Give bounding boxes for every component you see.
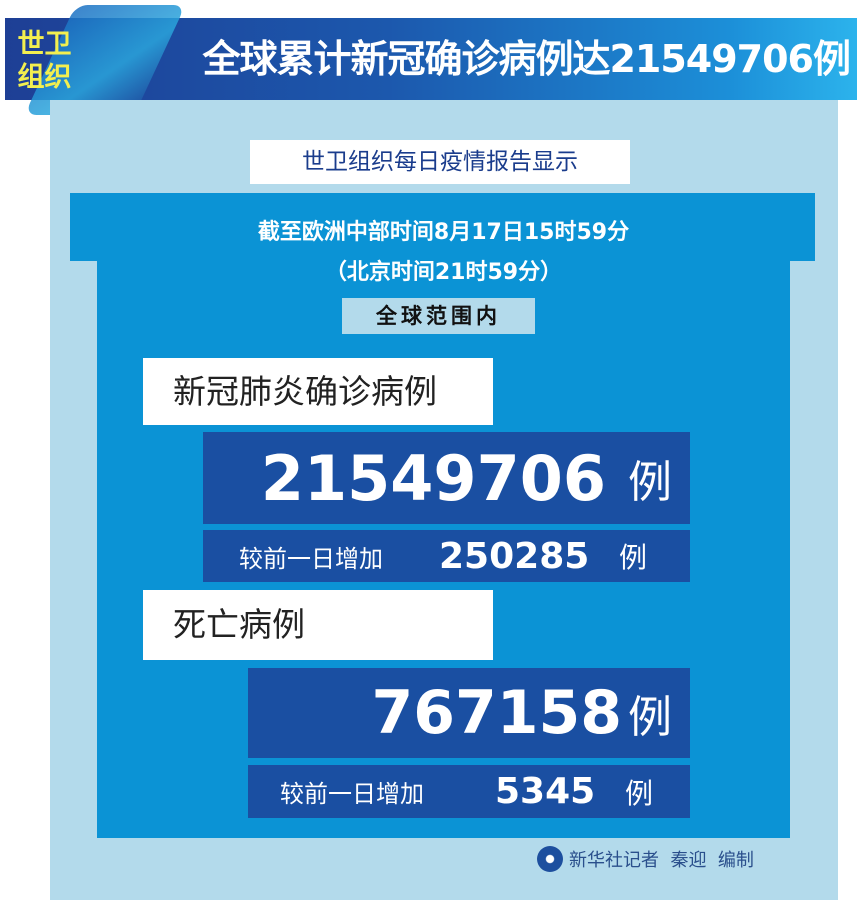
deaths-increase-box: 较前一日增加 5345 例 (248, 765, 690, 818)
info-block-top (70, 193, 815, 261)
confirmed-increase-unit: 例 (619, 541, 648, 574)
deaths-unit: 例 (628, 692, 672, 743)
deaths-total-box: 767158 例 (248, 668, 690, 758)
deaths-increase-unit: 例 (625, 776, 654, 810)
time-line-beijing: （北京时间21时59分） (324, 260, 563, 285)
confirmed-increase: 250285 (439, 535, 590, 577)
page-title: 全球累计新冠确诊病例达21549706例 (202, 37, 851, 81)
confirmed-unit: 例 (628, 457, 672, 508)
deaths-increase: 5345 (495, 771, 596, 812)
credit-text: 新华社记者 秦迎 编制 (569, 850, 754, 871)
xinhua-logo-icon (537, 846, 563, 872)
footer-credit: 新华社记者 秦迎 编制 (537, 846, 754, 872)
time-line-cet: 截至欧洲中部时间8月17日15时59分 (257, 220, 630, 245)
confirmed-total-box: 21549706 例 (203, 432, 690, 524)
who-badge: 世卫组织 (17, 29, 72, 93)
deaths-total: 767158 (371, 678, 623, 748)
confirmed-label: 新冠肺炎确诊病例 (143, 358, 493, 425)
confirmed-increase-label: 较前一日增加 (239, 544, 383, 573)
deaths-increase-label: 较前一日增加 (280, 780, 424, 808)
confirmed-total: 21549706 (260, 441, 606, 515)
confirmed-increase-box: 较前一日增加 250285 例 (203, 530, 690, 582)
deaths-label: 死亡病例 (143, 590, 493, 660)
scope-label: 全球范围内 (342, 298, 535, 334)
report-label: 世卫组织每日疫情报告显示 (250, 140, 630, 184)
